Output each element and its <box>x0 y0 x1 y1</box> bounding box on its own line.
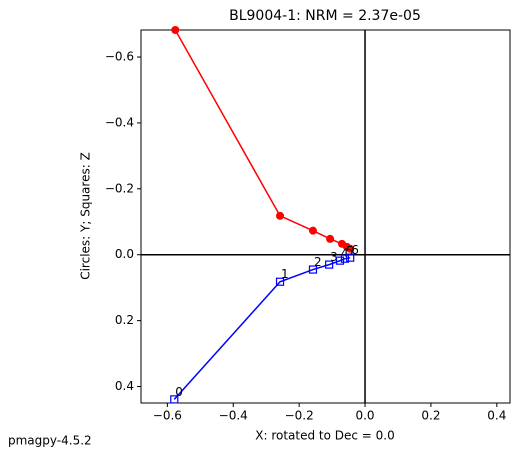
point <box>170 395 179 404</box>
series-line <box>173 256 351 400</box>
y-tick-label: 0.4 <box>115 379 134 393</box>
series-line <box>174 29 351 250</box>
point <box>308 226 317 235</box>
point-label: 0 <box>175 385 183 399</box>
point <box>346 253 355 262</box>
x-axis-label: X: rotated to Dec = 0.0 <box>255 429 395 443</box>
footer: pmagpy-4.5.2 <box>8 434 92 448</box>
x-tick-label: −0.4 <box>219 409 248 423</box>
chart-title: BL9004-1: NRM = 2.37e-05 <box>229 8 421 24</box>
point-label: 4 <box>341 246 349 260</box>
y-tick-label: −0.4 <box>105 115 134 129</box>
point-label: 1 <box>281 267 289 281</box>
point-label: 5 <box>346 244 354 258</box>
point <box>276 211 285 220</box>
point-label: 3 <box>330 250 338 264</box>
y-tick-label: 0.2 <box>115 313 134 327</box>
x-tick-label: 0.4 <box>487 409 506 423</box>
point <box>340 254 350 263</box>
point <box>308 265 318 274</box>
x-tick-label: −0.2 <box>285 409 314 423</box>
point-label: 2 <box>314 255 322 269</box>
point <box>171 26 180 34</box>
point <box>326 234 335 243</box>
y-axis-label: Circles: Y; Squares: Z <box>79 152 93 280</box>
point <box>325 260 334 269</box>
x-tick-label: −0.6 <box>153 409 182 423</box>
y-tick-label: 0.0 <box>115 247 134 261</box>
plot-frame <box>140 29 511 404</box>
point <box>275 277 285 286</box>
point-label: 6 <box>351 243 359 257</box>
x-tick-label: 0.2 <box>421 409 440 423</box>
y-tick-label: −0.6 <box>105 50 134 64</box>
x-tick-label: 0.0 <box>355 409 374 423</box>
y-tick-label: −0.2 <box>105 181 134 195</box>
point <box>346 244 355 253</box>
point <box>335 256 345 265</box>
